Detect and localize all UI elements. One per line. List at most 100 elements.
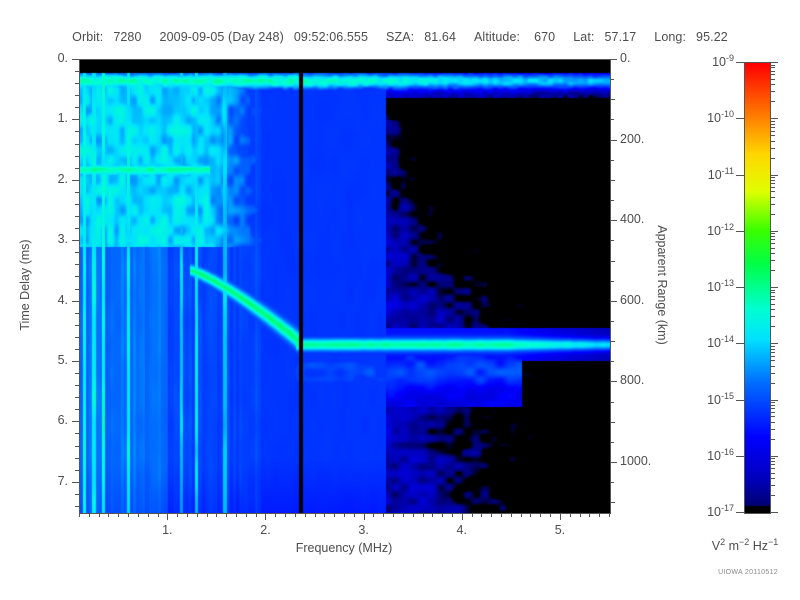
y-axis-tick-minor: [75, 433, 79, 434]
y-axis-tick-minor: [75, 216, 79, 217]
y-axis-tick-major: [72, 301, 79, 302]
colorbar-tick-minor: [770, 316, 775, 317]
colorbar-tick-minor: [770, 260, 775, 261]
colorbar-tick-major-right: [770, 175, 778, 176]
y-axis-right-tick-major: [610, 381, 617, 382]
y-axis-tick-label: 5.: [57, 353, 68, 367]
x-axis-tick-major: [265, 513, 266, 520]
observation-date: 2009-09-05 (Day 248): [159, 30, 284, 44]
colorbar-tick-minor: [770, 464, 775, 465]
colorbar-tick-major: [736, 231, 744, 232]
colorbar-tick-minor: [770, 402, 775, 403]
long-label: Long:: [654, 30, 687, 44]
x-axis-tick-minor: [324, 513, 325, 517]
x-axis-tick-minor: [383, 513, 384, 517]
y-axis-tick-minor: [75, 95, 79, 96]
y-axis-tick-major: [72, 361, 79, 362]
x-axis-tick-minor: [589, 513, 590, 517]
x-axis-tick-minor: [216, 513, 217, 517]
y-axis-tick-minor: [75, 276, 79, 277]
y-axis-tick-major: [72, 119, 79, 120]
colorbar-tick-minor: [770, 79, 775, 80]
y-axis-tick-minor: [75, 168, 79, 169]
x-axis-tick-minor: [580, 513, 581, 517]
colorbar-tick-minor: [770, 495, 775, 496]
x-axis-tick-minor: [118, 513, 119, 517]
y-axis-right-tick-minor: [610, 321, 614, 322]
y-axis-tick-minor: [75, 131, 79, 132]
x-axis-tick-minor: [481, 513, 482, 517]
colorbar-units-label: V2 m−2 Hz−1: [711, 537, 779, 554]
x-axis-tick-minor: [246, 513, 247, 517]
x-axis-tick-minor: [187, 513, 188, 517]
colorbar-tick-minor: [770, 458, 775, 459]
y-axis-tick-minor: [75, 107, 79, 108]
y-axis-right-tick-label: 800.: [620, 373, 645, 388]
lat-label: Lat:: [573, 30, 595, 44]
colorbar-tick-minor: [770, 124, 775, 125]
y-axis-tick-minor: [75, 409, 79, 410]
x-axis-tick-minor: [432, 513, 433, 517]
colorbar-tick-major-right: [770, 287, 778, 288]
y-axis-tick-minor: [75, 313, 79, 314]
colorbar-tick-minor: [770, 352, 775, 353]
y-axis-tick-minor: [75, 506, 79, 507]
long-value: 95.22: [696, 30, 728, 44]
colorbar-tick-minor: [770, 412, 775, 413]
sza-label: SZA:: [386, 30, 415, 44]
colorbar-tick-major-right: [770, 400, 778, 401]
y-axis-tick-major: [72, 240, 79, 241]
y-axis-tick-label: 0.: [57, 51, 68, 65]
x-axis-tick-minor: [423, 513, 424, 517]
colorbar-tick-major: [736, 118, 744, 119]
y-axis-tick-minor: [75, 446, 79, 447]
colorbar-gradient: [745, 63, 770, 513]
y-axis-tick-minor: [75, 204, 79, 205]
colorbar-tick-minor: [770, 131, 775, 132]
x-axis-tick-label: 4.: [456, 523, 467, 537]
colorbar-tick-label: 10-14: [707, 334, 734, 351]
colorbar-tick-label: 10-11: [707, 165, 734, 182]
colorbar-tick-minor: [770, 473, 775, 474]
x-axis-tick-minor: [344, 513, 345, 517]
colorbar-tick-minor: [770, 183, 775, 184]
colorbar-tick-minor: [770, 204, 775, 205]
y-axis-tick-minor: [75, 156, 79, 157]
colorbar-tick-major-right: [770, 231, 778, 232]
colorbar-tick-major: [736, 62, 744, 63]
colorbar-tick-minor: [770, 121, 775, 122]
y-axis-left-title: Time Delay (ms): [18, 239, 32, 331]
y-axis-tick-minor: [75, 385, 79, 386]
x-axis-tick-minor: [599, 513, 600, 517]
y-axis-tick-minor: [75, 470, 79, 471]
colorbar-tick-minor: [770, 299, 775, 300]
colorbar-tick-minor: [770, 65, 775, 66]
colorbar-tick-minor: [770, 349, 775, 350]
y-axis-tick-label: 2.: [57, 171, 68, 186]
colorbar-tick-label: 10-15: [707, 390, 734, 407]
x-axis-tick-minor: [256, 513, 257, 517]
x-axis-tick-minor: [354, 513, 355, 517]
y-axis-right-tick-mid: [610, 99, 615, 100]
x-axis-tick-minor: [148, 513, 149, 517]
colorbar-tick-minor: [770, 214, 775, 215]
colorbar-tick-major-right: [770, 118, 778, 119]
y-axis-right-tick-minor: [610, 482, 614, 483]
x-axis-tick-minor: [442, 513, 443, 517]
colorbar-tick-minor: [770, 148, 775, 149]
x-axis-tick-minor: [403, 513, 404, 517]
x-axis-tick-major: [462, 513, 463, 520]
colorbar-tick-minor: [770, 239, 775, 240]
colorbar-tick-minor: [770, 346, 775, 347]
y-axis-tick-minor: [75, 71, 79, 72]
colorbar-tick-minor: [770, 243, 775, 244]
x-axis-tick-label: 3.: [358, 523, 369, 537]
colorbar-tick-major: [736, 512, 744, 513]
colorbar-tick-major-right: [770, 512, 778, 513]
colorbar-tick-minor: [770, 416, 775, 417]
y-axis-tick-minor: [75, 228, 79, 229]
y-axis-right-tick-mid: [610, 261, 615, 262]
x-axis-tick-minor: [226, 513, 227, 517]
x-axis-tick-minor: [511, 513, 512, 517]
y-axis-tick-label: 3.: [57, 232, 68, 247]
